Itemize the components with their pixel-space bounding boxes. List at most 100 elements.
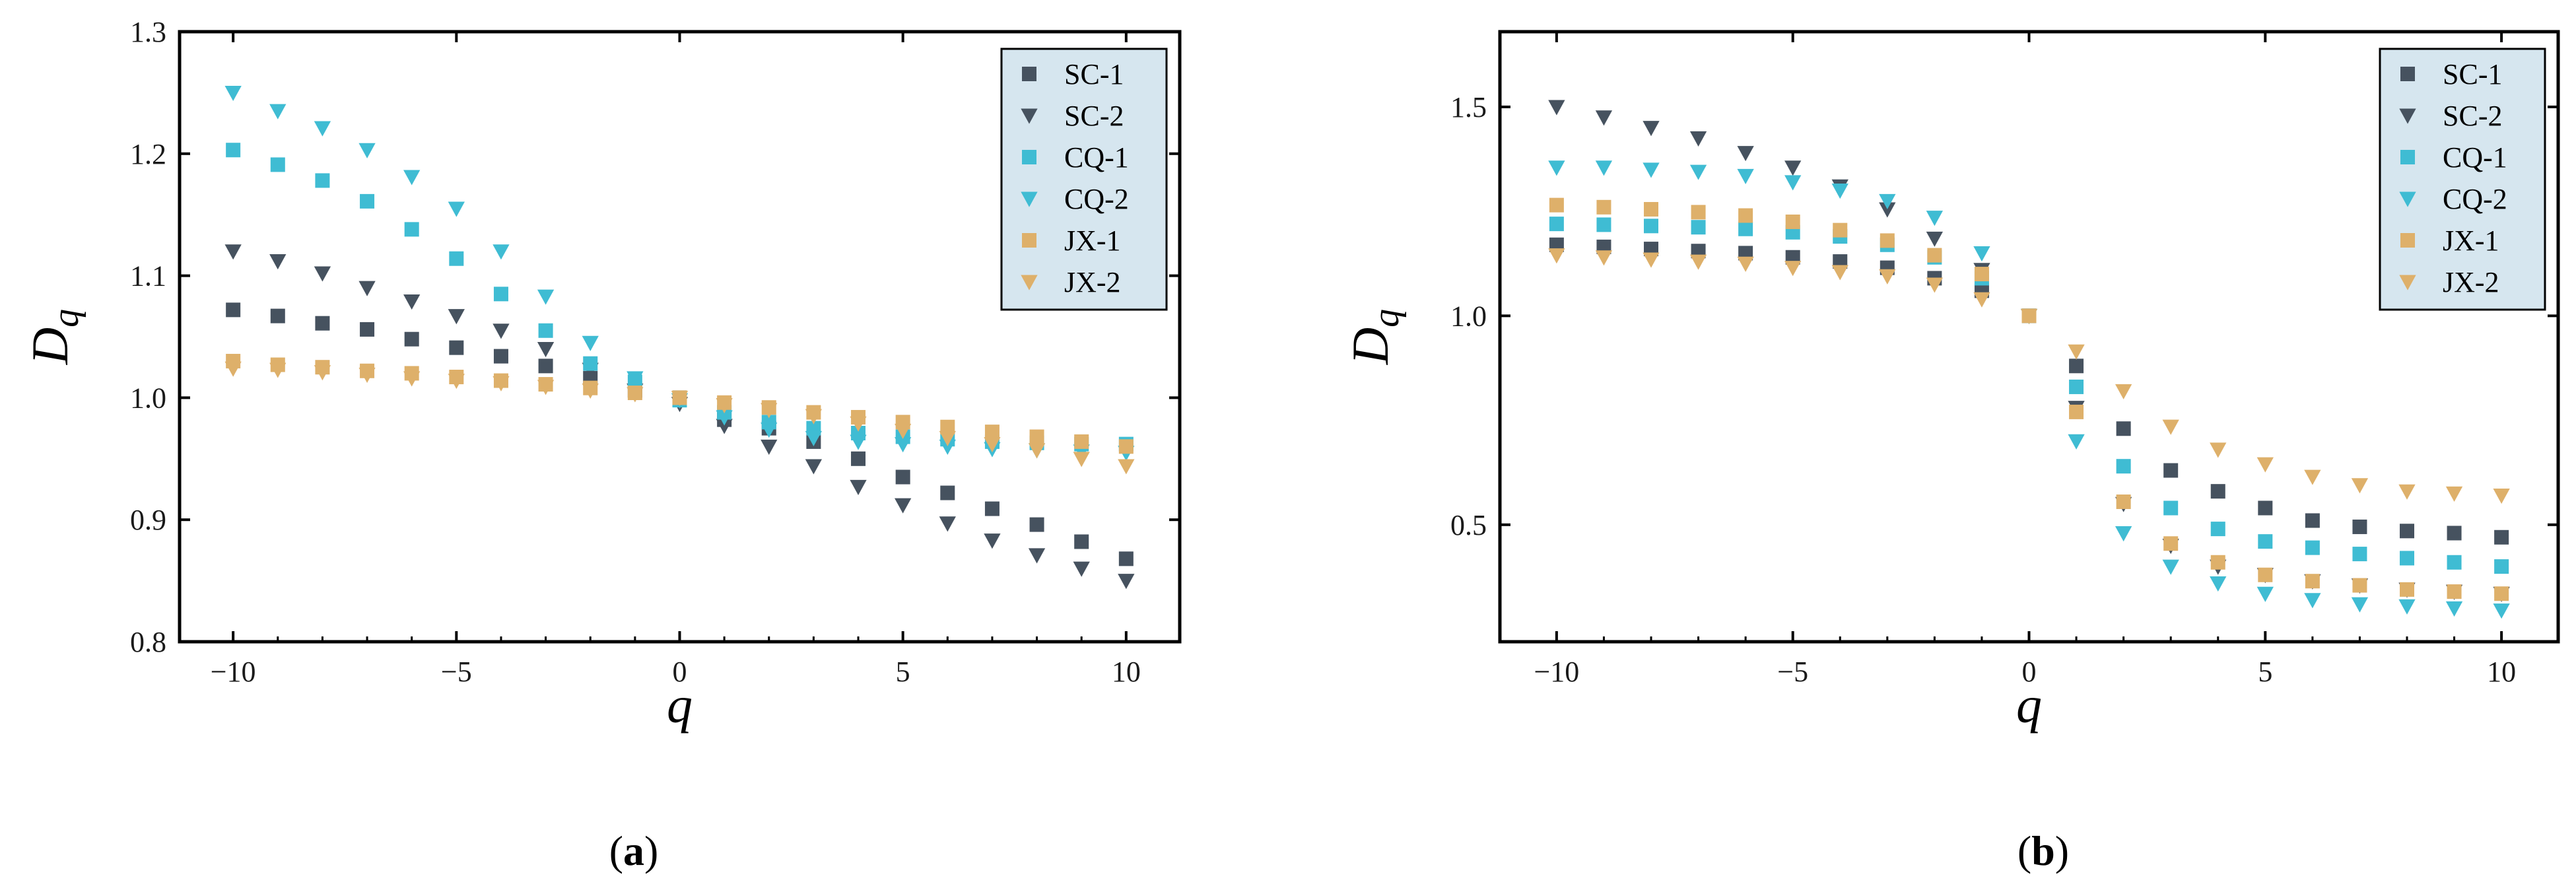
data-point xyxy=(1549,197,1564,213)
x-axis-title: q xyxy=(667,676,693,734)
data-point xyxy=(2400,524,2414,539)
data-point xyxy=(1643,252,1660,268)
data-point xyxy=(538,323,553,338)
data-point xyxy=(627,371,644,387)
data-point xyxy=(224,361,242,377)
data-point xyxy=(1074,434,1089,449)
data-point xyxy=(358,367,376,383)
data-point xyxy=(2020,308,2038,325)
data-point xyxy=(270,157,285,172)
data-point xyxy=(1118,574,1135,590)
data-point xyxy=(761,422,778,438)
data-point xyxy=(1595,160,1613,176)
x-tick-label: 0 xyxy=(673,656,687,688)
data-point xyxy=(1738,208,1753,223)
y-tick-label: 0.9 xyxy=(130,504,166,536)
data-point xyxy=(940,419,955,434)
data-point xyxy=(2400,551,2414,566)
data-point xyxy=(224,244,242,260)
data-point xyxy=(850,479,867,495)
legend-marker xyxy=(2400,233,2415,248)
panel-caption: (a) xyxy=(609,827,659,874)
data-point xyxy=(2400,582,2414,597)
data-point xyxy=(2494,559,2509,574)
data-point xyxy=(493,287,508,302)
data-point xyxy=(850,416,867,432)
y-tick-label: 1.5 xyxy=(1450,91,1487,123)
data-point xyxy=(403,371,421,387)
data-point xyxy=(2305,574,2320,589)
data-point xyxy=(2210,522,2225,537)
legend-label: CQ-2 xyxy=(1064,183,1129,215)
data-point xyxy=(1073,452,1090,467)
data-point xyxy=(1689,164,1707,180)
panel-caption: (b) xyxy=(2017,827,2069,874)
data-point xyxy=(2447,526,2462,541)
data-point xyxy=(537,289,555,305)
data-point xyxy=(2447,584,2462,599)
caption-close-paren: ) xyxy=(2055,827,2069,874)
legend-label: JX-1 xyxy=(1064,224,1121,257)
data-point xyxy=(1595,110,1613,126)
data-point xyxy=(895,469,910,485)
data-point xyxy=(2494,529,2509,545)
data-point xyxy=(360,193,375,209)
data-point xyxy=(2210,442,2227,458)
legend-label: SC-1 xyxy=(2443,58,2502,90)
y-axis-title: Dq xyxy=(21,309,86,365)
data-point xyxy=(269,254,287,270)
x-tick-label: 10 xyxy=(2487,656,2516,688)
y-axis-title-main: D xyxy=(21,327,79,365)
data-point xyxy=(2493,489,2510,504)
data-point xyxy=(2210,484,2225,499)
data-point xyxy=(895,498,912,514)
x-tick-label: 0 xyxy=(2022,656,2037,688)
series-JX-2 xyxy=(224,361,1135,475)
data-point xyxy=(314,365,331,381)
legend-marker xyxy=(1022,67,1036,81)
data-point xyxy=(2162,419,2179,435)
legend-label: CQ-2 xyxy=(2443,183,2507,215)
data-point xyxy=(315,316,330,331)
chart-panel-b: −10 −5 0 5 100.51.01.5qDqSC-1SC-2CQ-1CQ-2JX-… xyxy=(1341,30,2560,874)
data-point xyxy=(2069,359,2084,374)
data-point xyxy=(2115,384,2132,399)
data-point xyxy=(1691,220,1706,235)
data-point xyxy=(1689,254,1707,270)
y-tick-label: 0.8 xyxy=(130,626,166,658)
x-axis-title: q xyxy=(2016,676,2042,734)
data-point xyxy=(2258,534,2273,549)
y-tick-label: 1.1 xyxy=(130,260,166,292)
y-tick-label: 1.2 xyxy=(130,138,166,170)
data-point xyxy=(2069,379,2084,394)
x-tick-label: 5 xyxy=(2258,656,2272,688)
data-point xyxy=(492,244,510,260)
x-tick-label: −5 xyxy=(441,656,472,688)
data-point xyxy=(2447,555,2462,570)
data-point xyxy=(448,374,465,390)
legend-marker xyxy=(2399,275,2416,290)
data-point xyxy=(1974,267,1989,282)
legend-label: JX-2 xyxy=(1064,266,1121,298)
data-point xyxy=(2068,344,2085,360)
data-point xyxy=(2256,457,2274,473)
legend-marker xyxy=(1022,150,1036,164)
data-point xyxy=(1831,265,1848,281)
data-point xyxy=(1784,175,1802,191)
data-point xyxy=(403,170,421,186)
data-point xyxy=(1644,201,1658,217)
caption-letter: a xyxy=(623,827,644,874)
data-point xyxy=(358,143,376,158)
data-point xyxy=(1596,199,1611,215)
data-point xyxy=(1880,233,1895,248)
data-point xyxy=(984,425,1000,440)
data-point xyxy=(1548,100,1565,116)
y-axis-title-subscript: q xyxy=(1366,309,1407,327)
x-tick-label: 5 xyxy=(896,656,910,688)
data-point xyxy=(2163,536,2179,551)
legend-marker xyxy=(1021,108,1038,124)
data-point xyxy=(805,409,823,425)
legend-label: SC-1 xyxy=(1064,58,1124,90)
y-tick-label: 1.0 xyxy=(130,382,166,414)
